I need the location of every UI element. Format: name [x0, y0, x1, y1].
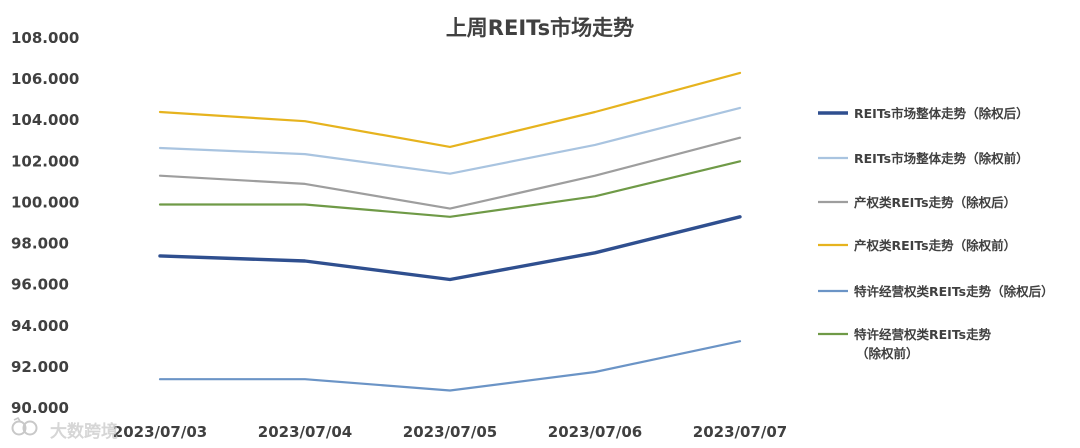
- y-tick-label: 100.000: [11, 193, 79, 211]
- y-tick-label: 104.000: [11, 111, 79, 129]
- x-tick-label: 2023/07/07: [693, 423, 787, 441]
- y-tick-label: 96.000: [11, 276, 69, 294]
- legend-label: 产权类REITs走势（除权后）: [854, 195, 1016, 210]
- series-line: [158, 136, 742, 210]
- y-tick-label: 98.000: [11, 235, 69, 253]
- legend-label: 产权类REITs走势（除权前）: [854, 238, 1016, 253]
- brand-logo-icon: [11, 416, 38, 436]
- series-line: [158, 160, 742, 218]
- y-tick-label: 106.000: [11, 70, 79, 88]
- x-tick-label: 2023/07/03: [113, 423, 207, 441]
- x-tick-label: 2023/07/06: [548, 423, 642, 441]
- legend: REITs市场整体走势（除权后） REITs市场整体走势（除权前） 产权类REITs…: [818, 106, 1054, 361]
- watermark-text: 大数跨境: [50, 421, 118, 442]
- y-tick-label: 108.000: [11, 29, 79, 47]
- series-line: [158, 215, 742, 282]
- chart-title: 上周REITs市场走势: [446, 16, 634, 40]
- x-tick-label: 2023/07/05: [403, 423, 497, 441]
- series-line: [158, 106, 742, 175]
- x-tick-label: 2023/07/04: [258, 423, 352, 441]
- watermark: 大数跨境: [11, 416, 118, 442]
- y-axis: 90.000 92.000 94.000 96.000 98.000 100.000 102…: [11, 29, 79, 417]
- legend-label: 特许经营权类REITs走势（除权后）: [854, 284, 1054, 299]
- legend-label: REITs市场整体走势（除权后）: [854, 106, 1029, 121]
- x-axis: 2023/07/03 2023/07/04 2023/07/05 2023/07/06…: [113, 423, 787, 441]
- legend-label: REITs市场整体走势（除权前）: [854, 151, 1029, 166]
- series-line: [158, 340, 742, 392]
- y-tick-label: 92.000: [11, 358, 69, 376]
- y-tick-label: 94.000: [11, 317, 69, 335]
- series-lines: [158, 71, 742, 392]
- y-tick-label: 102.000: [11, 152, 79, 170]
- y-tick-label: 90.000: [11, 399, 69, 417]
- legend-label: 特许经营权类REITs走势（除权前）: [854, 327, 992, 361]
- series-line: [158, 71, 742, 148]
